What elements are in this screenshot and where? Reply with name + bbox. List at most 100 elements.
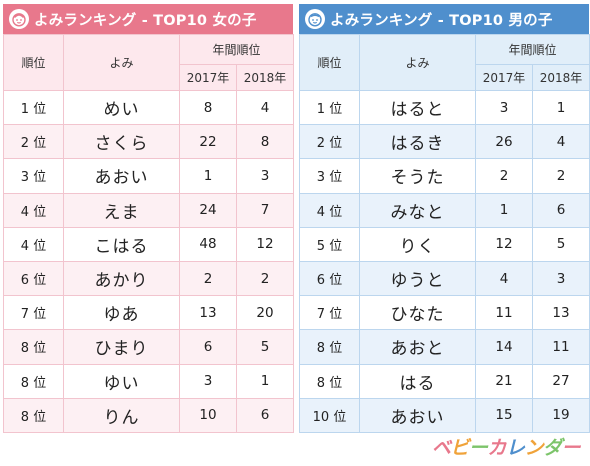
- boys-panel-title: よみランキング - TOP10 男の子: [330, 12, 553, 29]
- rank-cell: 2 位: [299, 124, 360, 160]
- yomi-cell: あおと: [359, 329, 476, 365]
- rank-cell: 10 位: [299, 397, 360, 433]
- table-row: 1 位めい 8 4: [3, 89, 295, 126]
- rank-2017-cell: 2: [179, 260, 237, 297]
- rank-2018-cell: 2: [235, 260, 295, 297]
- rank-2018-cell: 7: [235, 192, 295, 228]
- table-row: 8 位はる 21 27: [299, 363, 590, 399]
- yomi-cell: ゆあ: [63, 295, 180, 331]
- girls-ranking-panel: よみランキング - TOP10 女の子 順位 よみ 年間順位 2017年 201…: [3, 4, 295, 433]
- yearly-rank-header: 年間順位: [474, 34, 590, 65]
- yomi-cell: ひまり: [63, 329, 180, 365]
- rank-2017-cell: 6: [179, 329, 237, 365]
- yomi-cell: あかり: [63, 260, 180, 297]
- table-row: 4 位えま 24 7: [3, 192, 295, 228]
- rank-2017-cell: 3: [179, 363, 237, 399]
- yomi-cell: みなと: [359, 192, 476, 228]
- logo-letter: ン: [524, 437, 543, 459]
- rank-cell: 8 位: [299, 363, 360, 399]
- table-row: 8 位ひまり 6 5: [3, 329, 295, 365]
- boys-ranking-panel: よみランキング - TOP10 男の子 順位 よみ 年間順位 2017年 201…: [299, 4, 590, 433]
- rank-2017-cell: 24: [179, 192, 237, 228]
- rank-2017-cell: 13: [179, 295, 237, 331]
- rank-2017-cell: 2: [475, 158, 533, 194]
- girl-face-icon: [9, 9, 29, 29]
- year-2017-header: 2017年: [475, 64, 533, 91]
- rank-2018-cell: 3: [531, 260, 590, 297]
- rank-cell: 4 位: [3, 192, 64, 228]
- rank-2017-cell: 22: [179, 124, 237, 160]
- girls-ranking-table: 順位 よみ 年間順位 2017年 2018年 1 位めい 8 4 2 位さくら 22 8 3…: [3, 34, 295, 433]
- table-row: 8 位ゆい 3 1: [3, 363, 295, 399]
- yomi-cell: ゆい: [63, 363, 180, 399]
- yomi-cell: ゆうと: [359, 260, 476, 297]
- yearly-rank-header: 年間順位: [178, 34, 295, 65]
- table-row: 1 位はると 3 1: [299, 89, 590, 126]
- boys-ranking-table: 順位 よみ 年間順位 2017年 2018年 1 位はると 3 1 2 位はるき 26 4…: [299, 34, 590, 433]
- rank-2018-cell: 19: [531, 397, 590, 433]
- table-row: 2 位さくら 22 8: [3, 124, 295, 160]
- rank-2018-cell: 1: [531, 89, 590, 126]
- rank-2018-cell: 3: [235, 158, 295, 194]
- table-row: 6 位あかり 2 2: [3, 260, 295, 297]
- logo-letter: ー: [468, 437, 488, 459]
- rank-cell: 7 位: [299, 295, 360, 331]
- rank-cell: 3 位: [299, 158, 360, 194]
- table-row: 8 位あおと 14 11: [299, 329, 590, 365]
- logo-letter: ビ: [450, 437, 469, 459]
- rank-2018-cell: 4: [235, 89, 295, 126]
- girls-panel-title: よみランキング - TOP10 女の子: [34, 12, 257, 29]
- rank-2018-cell: 11: [531, 329, 590, 365]
- rank-2018-cell: 12: [235, 226, 295, 262]
- table-row: 5 位りく 12 5: [299, 226, 590, 262]
- rank-column-header: 順位: [3, 34, 64, 91]
- table-row: 7 位ゆあ 13 20: [3, 295, 295, 331]
- table-row: 7 位ひなた 11 13: [299, 295, 590, 331]
- rank-2018-cell: 5: [235, 329, 295, 365]
- rank-2017-cell: 21: [475, 363, 533, 399]
- table-row: 3 位あおい 1 3: [3, 158, 295, 194]
- logo-letter: カ: [487, 437, 506, 459]
- rank-2018-cell: 4: [531, 124, 590, 160]
- rank-2017-cell: 15: [475, 397, 533, 433]
- logo-letter: ダ: [542, 437, 562, 459]
- yomi-cell: こはる: [63, 226, 180, 262]
- table-row: 2 位はるき 26 4: [299, 124, 590, 160]
- rank-cell: 6 位: [299, 260, 360, 297]
- year-2017-header: 2017年: [179, 64, 237, 91]
- boy-face-icon: [305, 9, 325, 29]
- rank-cell: 5 位: [299, 226, 360, 262]
- yomi-cell: はる: [359, 363, 476, 399]
- rank-2018-cell: 27: [531, 363, 590, 399]
- rank-cell: 6 位: [3, 260, 64, 297]
- rank-2017-cell: 3: [475, 89, 533, 126]
- table-row: 6 位ゆうと 4 3: [299, 260, 590, 297]
- yomi-cell: さくら: [63, 124, 180, 160]
- rank-2017-cell: 12: [475, 226, 533, 262]
- rank-2017-cell: 11: [475, 295, 533, 331]
- rank-cell: 3 位: [3, 158, 64, 194]
- rank-cell: 7 位: [3, 295, 64, 331]
- yomi-cell: はると: [359, 89, 476, 126]
- yomi-cell: ひなた: [359, 295, 476, 331]
- rank-cell: 2 位: [3, 124, 64, 160]
- table-row: 8 位りん 10 6: [3, 397, 295, 433]
- rank-2018-cell: 20: [235, 295, 295, 331]
- rank-2017-cell: 4: [475, 260, 533, 297]
- table-row: 4 位みなと 1 6: [299, 192, 590, 228]
- rank-cell: 8 位: [3, 397, 64, 433]
- yomi-cell: りん: [63, 397, 180, 433]
- rank-2018-cell: 1: [235, 363, 295, 399]
- baby-calendar-logo: ベビーカレンダー: [432, 433, 581, 460]
- rank-2017-cell: 14: [475, 329, 533, 365]
- yomi-cell: えま: [63, 192, 180, 228]
- logo-letter: レ: [505, 437, 525, 459]
- rank-2018-cell: 6: [235, 397, 295, 433]
- boys-panel-header: よみランキング - TOP10 男の子: [299, 4, 589, 34]
- logo-letter: ー: [561, 437, 580, 459]
- rank-2017-cell: 10: [179, 397, 237, 433]
- year-2018-header: 2018年: [235, 64, 295, 91]
- rank-2018-cell: 5: [531, 226, 590, 262]
- table-row: 3 位そうた 2 2: [299, 158, 590, 194]
- yomi-column-header: よみ: [359, 34, 476, 91]
